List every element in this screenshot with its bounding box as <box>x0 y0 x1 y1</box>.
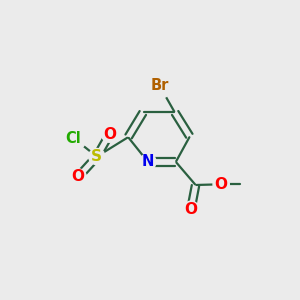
Circle shape <box>89 148 105 165</box>
Text: O: O <box>103 127 116 142</box>
Circle shape <box>101 126 118 142</box>
Circle shape <box>61 125 86 151</box>
Text: O: O <box>184 202 197 217</box>
Text: O: O <box>72 169 85 184</box>
Circle shape <box>147 73 172 98</box>
Text: Br: Br <box>150 78 169 93</box>
Text: Cl: Cl <box>66 130 81 146</box>
Circle shape <box>140 154 156 170</box>
Text: O: O <box>215 177 228 192</box>
Circle shape <box>70 169 86 185</box>
Circle shape <box>213 176 229 192</box>
Text: S: S <box>91 149 102 164</box>
Circle shape <box>183 201 199 217</box>
Text: N: N <box>142 154 154 169</box>
